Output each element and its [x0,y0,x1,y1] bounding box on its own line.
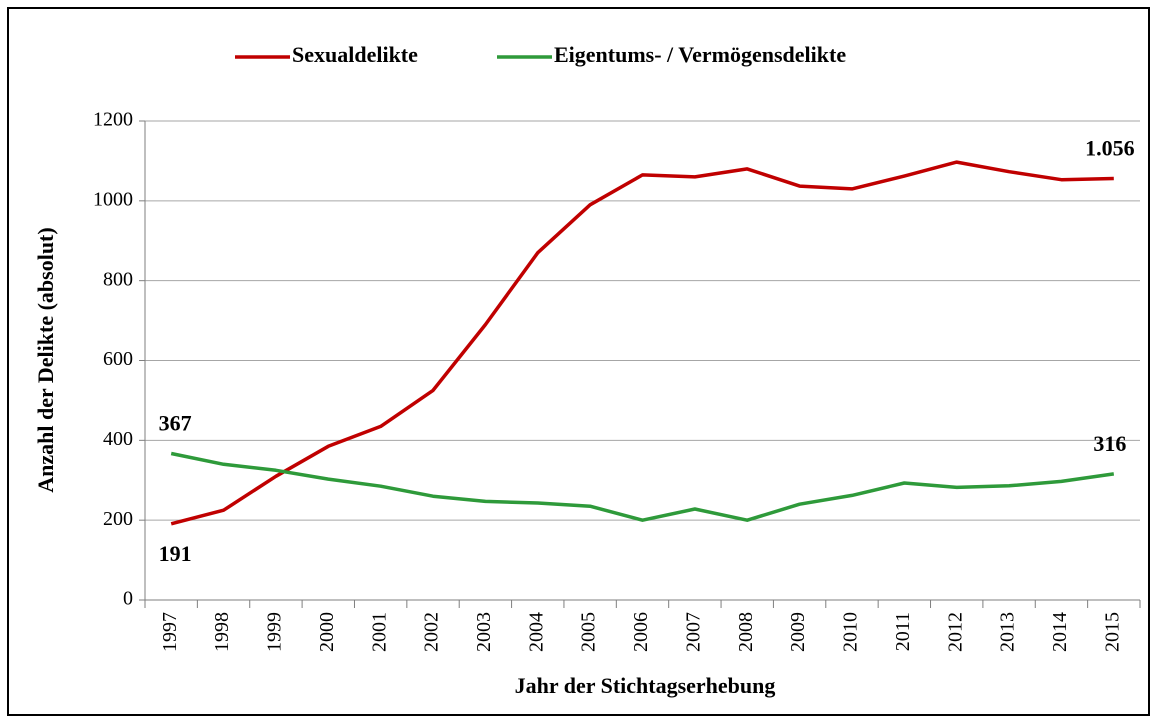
y-tick-label: 1200 [93,109,133,131]
x-tick-label: 2007 [682,612,704,652]
data-label: 1.056 [1085,136,1135,161]
data-label: 191 [159,541,192,566]
x-tick-label: 2013 [997,612,1019,652]
y-tick-label: 1000 [93,188,133,210]
x-tick-label: 2009 [787,612,809,652]
series-line [170,160,1114,526]
x-tick-label: 2002 [421,612,443,652]
x-tick-label: 2008 [735,612,757,652]
x-tick-label: 2005 [578,612,600,652]
y-tick-label: 200 [103,508,133,530]
x-tick-label: 1999 [264,612,286,652]
x-tick-label: 2004 [525,612,547,652]
x-tick-label: 2014 [1049,612,1071,652]
chart-frame [7,7,1150,716]
y-tick-label: 0 [123,588,133,610]
x-tick-label: 1997 [159,612,181,652]
x-tick-label: 2000 [316,612,338,652]
data-label: 316 [1093,431,1126,456]
x-tick-label: 2010 [840,612,862,652]
y-tick-label: 400 [103,428,133,450]
y-tick-label: 800 [103,268,133,290]
x-tick-label: 2006 [630,612,652,652]
y-axis-title: Anzahl der Delikte (absolut) [33,227,58,492]
x-tick-label: 2011 [892,612,914,651]
y-tick-label: 600 [103,348,133,370]
legend-label: Eigentums- / Vermögensdelikte [554,42,846,67]
x-tick-label: 1998 [211,612,233,652]
data-label: 367 [159,411,192,436]
series-line [170,451,1115,522]
x-tick-label: 2003 [473,612,495,652]
x-tick-label: 2001 [368,612,390,652]
x-tick-label: 2015 [1101,612,1123,652]
x-tick-label: 2012 [944,612,966,652]
x-axis-title: Jahr der Stichtagserhebung [515,673,776,698]
legend-label: Sexualdelikte [292,42,418,67]
